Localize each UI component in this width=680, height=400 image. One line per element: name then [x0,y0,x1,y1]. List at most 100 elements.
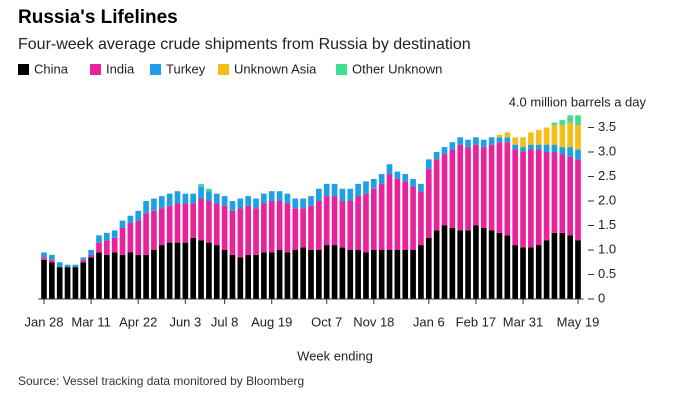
bar-segment [96,235,102,243]
bar-segment [543,127,550,145]
bar-segment [559,125,566,148]
bar-segment [268,252,275,299]
y-tick-label: 0.5 [598,266,616,281]
legend-label: Turkey [166,61,206,76]
bar-segment [567,115,573,123]
bar-segment [41,252,47,258]
bar-segment [300,198,306,209]
bar-segment [331,196,338,246]
bar-segment [96,252,102,299]
bar-segment [174,191,181,204]
bar-segment [127,215,134,224]
bar-segment [261,193,267,204]
bar-segment [433,230,440,299]
bar-segment [575,125,581,150]
bar-segment [457,144,464,231]
bar-segment [111,230,118,238]
bar-segment [457,230,464,299]
bar-segment [488,137,495,145]
bar-segment [433,152,440,160]
bar-segment [528,149,534,248]
bar-segment [245,254,252,299]
bar-segment [276,191,283,201]
bar-segment [528,144,534,150]
bar-segment [520,247,526,299]
bar-segment [339,188,346,201]
bar-segment [567,147,573,157]
bar-segment [158,208,165,246]
chart-title: Russia's Lifelines [18,7,178,28]
bar-segment [151,198,157,211]
bar-segment [261,203,267,253]
x-tick-label: Jan 6 [413,314,445,329]
bar-segment [425,169,432,238]
bar-segment [198,240,204,299]
bar-segment [528,132,534,145]
bar-segment [331,183,338,197]
bar-segment [465,230,471,299]
bar-segment [206,188,212,192]
bar-segment [276,201,283,250]
bar-segment [418,245,424,299]
legend-swatch [90,64,101,75]
bar-segment [528,247,534,299]
bar-segment [378,174,385,184]
bar-segment [418,183,424,192]
bar-segment [119,227,126,255]
bar-segment [535,129,542,145]
bar-segment [543,152,550,241]
bar-segment [158,196,165,209]
bar-segment [308,196,314,206]
bar-segment [347,250,354,299]
y-tick-label: 4.0 million barrels a day [509,94,647,109]
bar-segment [292,208,299,250]
y-tick-label: 0 [598,290,605,305]
bar-segment [80,259,87,263]
x-tick-label: Mar 31 [503,314,543,329]
bar-segment [520,147,526,152]
bar-segment [496,232,503,299]
legend-swatch [18,64,29,75]
bar-segment [575,115,581,126]
x-tick-label: Apr 22 [119,314,157,329]
bar-segment [386,164,393,175]
bar-segment [245,196,252,206]
bar-segment [72,264,79,268]
bar-segment [308,250,314,299]
bar-segment [473,225,479,299]
bar-segment [190,237,197,299]
x-tick-label: Aug 19 [251,314,292,329]
bar-segment [151,210,157,250]
bar-segment [88,257,94,299]
bar-segment [567,122,573,148]
bar-segment [284,252,291,299]
bar-segment [512,149,519,246]
bar-segment [119,254,126,299]
legend-swatch [218,64,229,75]
bar-segment [559,154,566,233]
bar-segment [174,203,181,243]
bar-segment [520,137,526,148]
bar-segment [488,144,495,231]
y-tick-label: 1.5 [598,217,616,232]
bar-segment [135,254,142,299]
bar-segment [575,159,581,241]
y-tick-label: 3.5 [598,119,616,134]
y-tick-label: 2.0 [598,192,616,207]
bar-segment [410,178,416,187]
x-axis-label: Week ending [297,348,373,363]
bar-segment [72,267,79,299]
bar-segment [143,254,149,299]
bar-segment [347,201,354,250]
bar-segment [253,208,259,255]
x-tick-label: Oct 7 [311,314,342,329]
bar-segment [488,230,495,299]
bar-segment [567,235,573,299]
bar-segment [49,254,55,260]
bar-segment [119,220,126,228]
bar-segment [237,198,244,209]
bar-segment [512,245,519,299]
bar-segment [166,205,173,243]
bar-segment [465,147,471,231]
bar-segment [206,242,212,299]
